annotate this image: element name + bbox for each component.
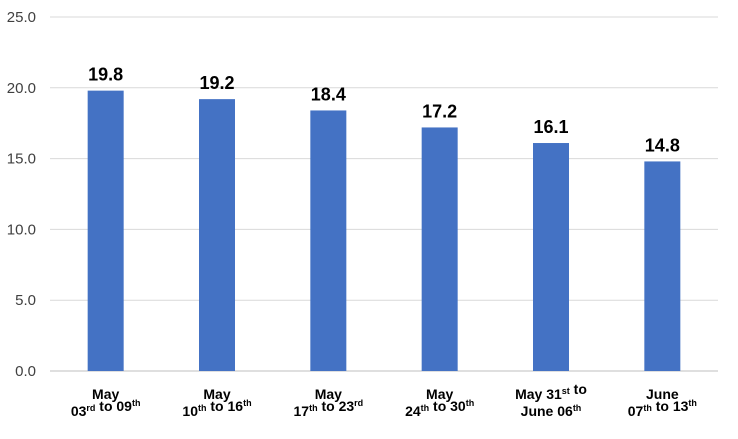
bars	[87, 90, 681, 372]
x-tick-label: 10th to 16th	[182, 398, 251, 419]
data-labels: 19.8 19.2 18.4 17.2 16.1 14.8	[88, 65, 680, 156]
y-tick-label: 20.0	[7, 80, 36, 97]
bar	[533, 143, 569, 371]
bar	[87, 90, 124, 371]
bar	[421, 127, 458, 371]
x-tick-label: May	[426, 386, 453, 402]
x-tick-label: May	[315, 386, 342, 402]
x-tick-label: June	[646, 386, 679, 402]
x-tick-label: May	[92, 386, 119, 402]
y-tick-label: 15.0	[7, 151, 36, 168]
y-axis-tick-labels: 0.0 5.0 10.0 15.0 20.0 25.0	[7, 9, 36, 380]
x-tick-label: 17th to 23rd	[294, 398, 364, 419]
bar	[310, 110, 347, 372]
x-tick-label: June 06th	[521, 403, 582, 419]
bar	[644, 161, 681, 371]
y-tick-label: 0.0	[15, 363, 36, 380]
data-label: 19.2	[199, 73, 234, 93]
x-tick-label: 07th to 13th	[628, 398, 697, 419]
x-tick-label: May 31st to	[515, 381, 587, 402]
grid-lines	[50, 16, 718, 372]
x-tick-label: May	[203, 386, 230, 402]
x-tick-label: 03rd to 09th	[71, 398, 141, 419]
bar	[199, 99, 235, 372]
y-tick-label: 25.0	[7, 9, 36, 26]
y-tick-label: 10.0	[7, 221, 36, 238]
data-label: 18.4	[311, 84, 346, 104]
y-tick-label: 5.0	[15, 292, 36, 309]
data-label: 16.1	[533, 117, 568, 137]
data-label: 14.8	[645, 135, 680, 155]
data-label: 19.8	[88, 65, 123, 85]
x-tick-label: 24th to 30th	[405, 398, 474, 419]
data-label: 17.2	[422, 101, 457, 121]
